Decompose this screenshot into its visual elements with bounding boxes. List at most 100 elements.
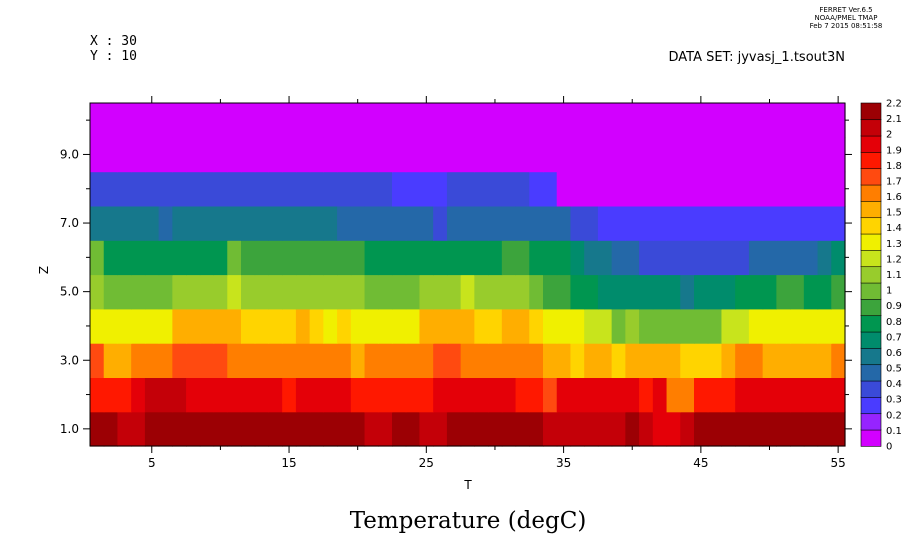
- heatmap-cell: [817, 205, 832, 241]
- heatmap-cell: [474, 171, 489, 207]
- heatmap-cell: [446, 205, 462, 241]
- heatmap-cell: [474, 274, 489, 310]
- heatmap-cell: [419, 274, 434, 310]
- heatmap-cell: [199, 205, 215, 241]
- x-tick-label: 15: [281, 456, 296, 470]
- chart-title: Temperature (degC): [350, 508, 587, 534]
- heatmap-cell: [144, 411, 160, 447]
- heatmap-cell: [460, 308, 475, 344]
- heatmap-cell: [227, 240, 242, 276]
- heatmap-cell: [186, 377, 201, 413]
- heatmap-cell: [762, 274, 777, 310]
- heatmap-cell: [817, 411, 832, 447]
- heatmap-cell: [131, 137, 146, 173]
- heatmap-cell: [652, 411, 668, 447]
- heatmap-cell: [337, 274, 352, 310]
- heatmap-cell: [419, 240, 434, 276]
- heatmap-cell: [241, 343, 256, 378]
- heatmap-cell: [584, 103, 599, 138]
- heatmap-cell: [543, 377, 558, 413]
- heatmap-cell: [474, 411, 489, 447]
- heatmap-cell: [392, 171, 407, 207]
- heatmap-cell: [350, 205, 366, 241]
- heatmap-cell: [762, 377, 777, 413]
- y-tick-label: 9.0: [60, 147, 79, 161]
- heatmap-cell: [570, 377, 585, 413]
- heatmap-cell: [529, 205, 544, 241]
- heatmap-cell: [639, 171, 654, 207]
- heatmap-cell: [666, 103, 681, 138]
- heatmap-cell: [803, 171, 819, 207]
- heatmap-cell: [144, 274, 160, 310]
- heatmap-cell: [666, 343, 681, 378]
- heatmap-cell: [625, 377, 640, 413]
- heatmap-cell: [556, 103, 572, 138]
- x-tick-label: 55: [830, 456, 845, 470]
- heatmap-cell: [817, 343, 832, 378]
- colorbar-label: 0.2: [886, 410, 902, 421]
- heatmap-cell: [117, 171, 132, 207]
- heatmap-cell: [584, 171, 599, 207]
- heatmap-cell: [90, 103, 105, 138]
- heatmap-cell: [721, 343, 736, 378]
- heatmap-cell: [776, 240, 791, 276]
- colorbar-swatch: [860, 429, 882, 447]
- x-tick-label: 25: [419, 456, 434, 470]
- heatmap-cell: [186, 171, 201, 207]
- heatmap-cell: [295, 343, 311, 378]
- heatmap-cell: [721, 308, 736, 344]
- heatmap-cell: [707, 308, 723, 344]
- heatmap-cell: [103, 411, 119, 447]
- x-tick-label: 45: [693, 456, 708, 470]
- colorbar-swatch: [860, 119, 882, 137]
- heatmap-cell: [474, 240, 489, 276]
- heatmap-cell: [680, 171, 695, 207]
- heatmap-cell: [199, 137, 215, 173]
- heatmap-cell: [501, 137, 517, 173]
- heatmap-cell: [790, 137, 805, 173]
- heatmap-cell: [337, 240, 352, 276]
- heatmap-cell: [350, 240, 366, 276]
- heatmap-cell: [817, 103, 832, 138]
- heatmap-cell: [419, 308, 434, 344]
- heatmap-cell: [776, 343, 791, 378]
- colorbar-label: 2.1: [886, 114, 902, 125]
- heatmap-cell: [652, 103, 668, 138]
- heatmap-cell: [172, 205, 187, 241]
- heatmap-cell: [227, 137, 242, 173]
- heatmap-cell: [446, 377, 462, 413]
- heatmap-cell: [446, 274, 462, 310]
- heatmap-cell: [227, 308, 242, 344]
- y-tick-label: 7.0: [60, 216, 79, 230]
- heatmap-cell: [515, 411, 530, 447]
- heatmap-cell: [501, 274, 517, 310]
- heatmap-cell: [213, 137, 228, 173]
- axis-tick-labels: 5 15 25 35 45 55 1.0 3.0 5.0 7.0 9.0: [60, 147, 846, 470]
- heatmap-cell: [419, 343, 434, 378]
- heatmap-cell: [803, 274, 819, 310]
- heatmap-cell: [309, 205, 324, 241]
- colorbar-swatch: [860, 168, 882, 186]
- heatmap-cell: [103, 274, 119, 310]
- heatmap-cell: [639, 377, 654, 413]
- heatmap-cell: [117, 308, 132, 344]
- heatmap-cell: [213, 343, 228, 378]
- heatmap-cell: [90, 240, 105, 276]
- heatmap-cell: [680, 377, 695, 413]
- heatmap-cell: [515, 137, 530, 173]
- colorbar-swatch: [860, 347, 882, 366]
- heatmap-cell: [131, 103, 146, 138]
- heatmap-cell: [419, 137, 434, 173]
- heatmap-cell: [776, 205, 791, 241]
- colorbar: 2.2 2.1 2 1.9 1.8 1.7 1.6 1.5 1.4 1.3 1.2 1.1 1 0.9 0.…: [860, 99, 902, 453]
- heatmap-cell: [103, 171, 119, 207]
- heatmap-cell: [501, 240, 517, 276]
- heatmap-cell: [186, 137, 201, 173]
- heatmap-cell: [433, 377, 448, 413]
- heatmap-cell: [790, 343, 805, 378]
- heatmap-cell: [254, 411, 270, 447]
- heatmap-cell: [611, 205, 626, 241]
- heatmap-cell: [584, 240, 599, 276]
- heatmap-cell: [172, 171, 187, 207]
- heatmap-cell: [748, 377, 764, 413]
